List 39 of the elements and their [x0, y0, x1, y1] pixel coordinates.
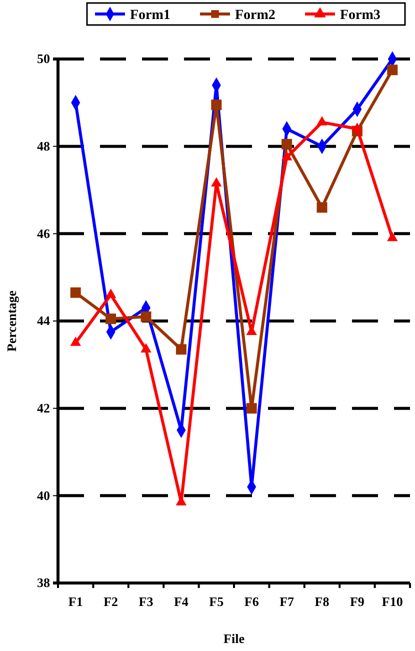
- y-tick-label: 48: [37, 138, 50, 154]
- x-tick-label: F3: [138, 594, 154, 610]
- x-tick-label: F8: [314, 594, 330, 610]
- point: [211, 100, 222, 110]
- legend-label: Form2: [235, 8, 276, 23]
- y-tick-label: 38: [37, 575, 50, 590]
- point: [387, 64, 398, 76]
- x-axis-title: File: [224, 631, 245, 646]
- point: [70, 287, 81, 298]
- point: [140, 311, 152, 322]
- legend-label: Form3: [340, 8, 380, 23]
- x-tick-label: F6: [244, 594, 260, 610]
- point: [282, 138, 292, 150]
- x-tick-label: F7: [280, 594, 295, 610]
- point: [316, 116, 328, 126]
- point: [176, 344, 186, 355]
- x-tick-label: F9: [350, 594, 365, 610]
- point: [316, 202, 328, 213]
- x-tick-label: F4: [174, 594, 189, 610]
- x-tick-label: F1: [68, 594, 83, 610]
- point: [387, 232, 398, 242]
- y-tick-label: 40: [37, 488, 50, 503]
- y-tick-label: 44: [37, 313, 50, 328]
- point: [246, 403, 257, 414]
- x-tick-label: F10: [382, 594, 403, 610]
- point: [352, 122, 363, 132]
- x-tick-label: F5: [209, 594, 224, 610]
- legend-label: Form1: [130, 8, 170, 23]
- point: [70, 336, 81, 346]
- point: [281, 151, 292, 160]
- y-tick-label: 42: [37, 400, 50, 416]
- point: [105, 288, 116, 298]
- y-tick-label: 50: [37, 51, 50, 66]
- point: [140, 343, 152, 352]
- point: [106, 314, 116, 324]
- y-axis-title: Percentage: [4, 290, 19, 352]
- y-tick-label: 46: [37, 226, 50, 241]
- point: [211, 177, 222, 187]
- x-tick-label: F2: [104, 594, 118, 610]
